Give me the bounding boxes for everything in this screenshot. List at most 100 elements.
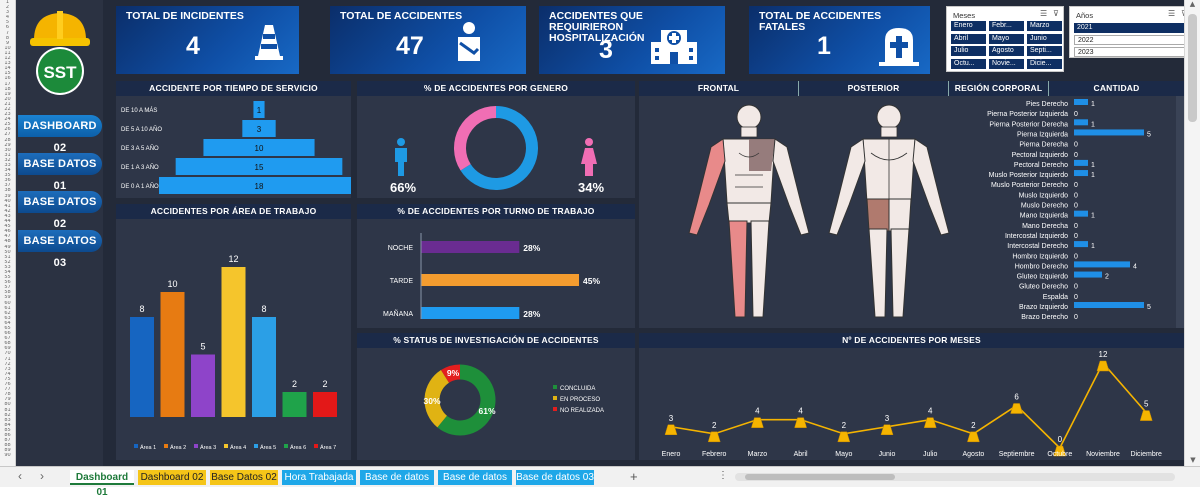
slicer-item-mes[interactable]: Mayo <box>989 33 1024 44</box>
row-number[interactable]: 20 <box>4 96 11 102</box>
row-number[interactable]: 61 <box>4 305 11 311</box>
scroll-up-arrow[interactable]: ▲ <box>1189 0 1196 8</box>
row-number[interactable]: 2 <box>5 5 10 11</box>
row-number[interactable]: 60 <box>4 300 11 306</box>
nav-dashboard-02[interactable]: DASHBOARD 02 <box>18 115 102 154</box>
row-number[interactable]: 27 <box>4 132 11 138</box>
row-number[interactable]: 87 <box>4 438 11 444</box>
row-number[interactable]: 11 <box>4 50 11 56</box>
row-number[interactable]: 59 <box>4 295 11 301</box>
panel-scrollbar[interactable] <box>1176 96 1184 328</box>
nav-base-datos-03[interactable]: BASE DATOS 03 <box>18 230 102 269</box>
sheet-tab[interactable]: Hora Trabajada <box>282 470 356 485</box>
clear-filter-icon[interactable]: ⊽ <box>1181 9 1184 18</box>
row-number[interactable]: 23 <box>4 112 11 118</box>
sheet-tab[interactable]: Base Datos 02 <box>210 470 278 485</box>
row-number[interactable]: 5 <box>5 20 10 26</box>
row-number[interactable]: 69 <box>4 346 11 352</box>
row-number[interactable]: 58 <box>4 290 11 296</box>
row-number[interactable]: 16 <box>4 76 11 82</box>
row-number[interactable]: 1 <box>5 0 10 5</box>
row-number[interactable]: 19 <box>4 91 11 97</box>
row-number[interactable]: 26 <box>4 127 11 133</box>
row-number[interactable]: 67 <box>4 336 11 342</box>
row-number[interactable]: 80 <box>4 402 11 408</box>
row-number[interactable]: 48 <box>4 239 11 245</box>
row-number[interactable]: 74 <box>4 371 11 377</box>
row-number[interactable]: 8 <box>5 35 10 41</box>
row-number[interactable]: 40 <box>4 198 11 204</box>
row-number[interactable]: 77 <box>4 387 11 393</box>
row-number[interactable]: 4 <box>5 15 10 21</box>
row-number[interactable]: 57 <box>4 285 11 291</box>
row-number[interactable]: 22 <box>4 106 11 112</box>
multiselect-icon[interactable]: ☰ <box>1168 9 1176 18</box>
row-number[interactable]: 79 <box>4 397 11 403</box>
sheet-tab[interactable]: Base de datos 02 <box>438 470 512 498</box>
slicer-item-mes[interactable]: Novie... <box>989 58 1024 69</box>
slicer-item-ano[interactable]: 2021 <box>1074 23 1184 33</box>
slicer-item-mes[interactable]: Septi... <box>1027 46 1062 56</box>
row-number[interactable]: 13 <box>4 61 11 67</box>
row-number[interactable]: 3 <box>5 10 10 16</box>
add-sheet-button[interactable]: + <box>630 469 638 484</box>
nav-base-datos-02[interactable]: BASE DATOS 02 <box>18 191 102 230</box>
row-number[interactable]: 7 <box>5 30 10 36</box>
row-number[interactable]: 30 <box>4 147 11 153</box>
row-number[interactable]: 14 <box>4 66 11 72</box>
row-number[interactable]: 28 <box>4 137 11 143</box>
row-number[interactable]: 44 <box>4 219 11 225</box>
row-number[interactable]: 32 <box>4 157 11 163</box>
row-number[interactable]: 12 <box>4 56 11 62</box>
row-number[interactable]: 83 <box>4 417 11 423</box>
row-number[interactable]: 85 <box>4 427 11 433</box>
row-number[interactable]: 53 <box>4 264 11 270</box>
row-number[interactable]: 54 <box>4 269 11 275</box>
sheet-tab[interactable]: Base de datos 03 <box>516 470 594 485</box>
row-number[interactable]: 9 <box>5 40 10 46</box>
row-number[interactable]: 43 <box>4 213 11 219</box>
row-number[interactable]: 34 <box>4 168 11 174</box>
row-number[interactable]: 33 <box>4 163 11 168</box>
row-number[interactable]: 73 <box>4 366 11 372</box>
row-number[interactable]: 37 <box>4 183 11 189</box>
row-number[interactable]: 35 <box>4 173 11 179</box>
scroll-down-arrow[interactable]: ▼ <box>1190 456 1196 464</box>
clear-filter-icon[interactable]: ⊽ <box>1053 9 1059 18</box>
row-number[interactable]: 78 <box>4 392 11 398</box>
row-number[interactable]: 72 <box>4 361 11 367</box>
scroll-thumb[interactable] <box>1188 14 1197 122</box>
slicer-item-mes[interactable]: Agosto <box>989 46 1024 56</box>
slicer-item-mes[interactable]: Febr... <box>989 21 1024 31</box>
row-number[interactable]: 62 <box>4 310 11 316</box>
slicer-item-mes[interactable]: Julio <box>951 46 986 56</box>
row-number[interactable]: 6 <box>5 25 10 31</box>
row-number[interactable]: 17 <box>4 81 11 87</box>
row-number[interactable]: 25 <box>4 122 11 128</box>
row-number[interactable]: 38 <box>4 188 11 194</box>
tab-scroll-right[interactable]: › <box>40 469 44 483</box>
slicer-item-mes[interactable]: Enero <box>951 21 986 31</box>
vertical-scrollbar[interactable]: ▲ ▼ <box>1184 0 1200 466</box>
row-number[interactable]: 89 <box>4 448 11 454</box>
row-number[interactable]: 42 <box>4 208 11 214</box>
slicer-item-mes[interactable]: Dicie... <box>1027 58 1062 69</box>
row-number[interactable]: 18 <box>4 86 11 92</box>
row-number[interactable]: 76 <box>4 382 11 388</box>
row-number[interactable]: 66 <box>4 331 11 337</box>
sheet-tab[interactable]: Dashboard 02 <box>138 470 206 485</box>
row-number[interactable]: 71 <box>4 356 11 362</box>
nav-base-datos-01[interactable]: BASE DATOS 01 <box>18 153 102 192</box>
row-number[interactable]: 55 <box>4 275 11 281</box>
row-number[interactable]: 50 <box>4 249 11 255</box>
row-number[interactable]: 56 <box>4 280 11 286</box>
row-number[interactable]: 82 <box>4 412 11 418</box>
row-number[interactable]: 65 <box>4 326 11 331</box>
slicer-item-mes[interactable]: Marzo <box>1027 21 1062 31</box>
slicer-item-mes[interactable]: Octu... <box>951 58 986 69</box>
tab-scroll-left[interactable]: ‹ <box>18 469 22 483</box>
more-options-icon[interactable]: ⋮ <box>718 470 728 481</box>
sheet-tab[interactable]: Dashboard 01 <box>70 470 134 498</box>
row-number[interactable]: 68 <box>4 341 11 347</box>
slicer-item-mes[interactable]: Abril <box>951 33 986 44</box>
